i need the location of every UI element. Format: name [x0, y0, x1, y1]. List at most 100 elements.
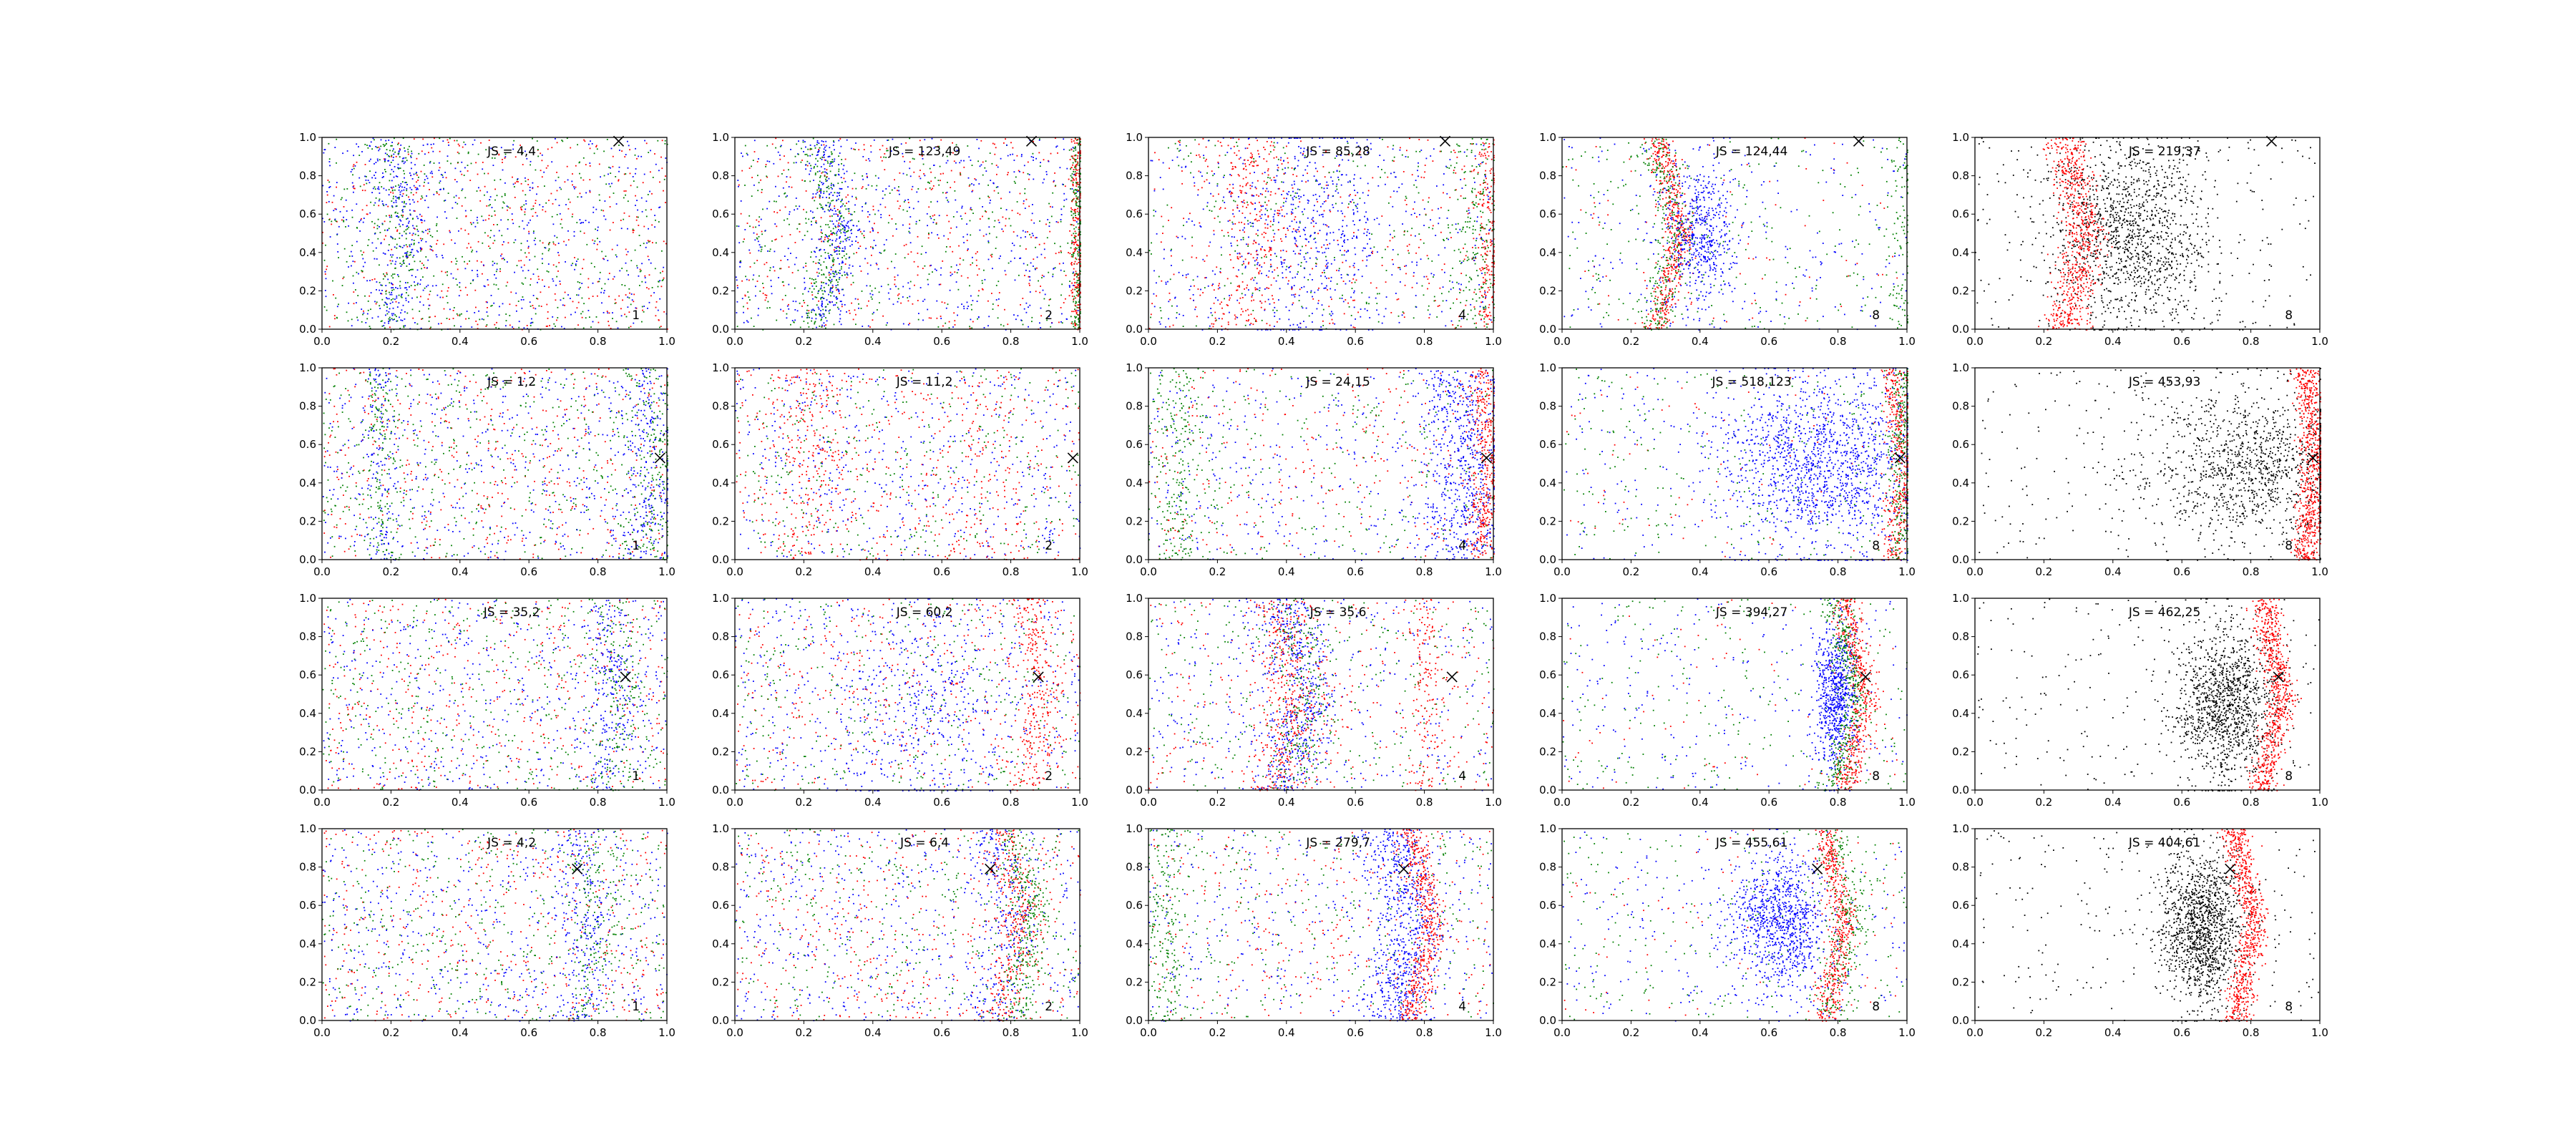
data-point-blue [521, 267, 522, 268]
data-point-blue [846, 311, 847, 313]
data-point-green [806, 212, 807, 213]
data-point-red [1292, 167, 1293, 169]
data-point-green [421, 195, 423, 197]
data-point-green [872, 298, 873, 300]
data-point-blue [399, 150, 401, 151]
data-point-blue [1333, 232, 1335, 233]
data-point-red [363, 252, 364, 253]
data-point-green [1076, 282, 1078, 283]
data-point-blue [552, 316, 553, 318]
data-point-blue [856, 236, 857, 238]
data-point-blue [388, 140, 389, 141]
data-point-blue [939, 284, 940, 286]
data-point-red [474, 290, 476, 291]
data-point-blue [1357, 142, 1358, 144]
data-point-green [494, 240, 495, 241]
data-point-green [412, 256, 414, 258]
data-point-red [542, 160, 543, 161]
data-point-blue [389, 217, 391, 218]
data-point-blue [920, 178, 922, 180]
data-point-blue [406, 300, 407, 301]
data-point-green [1077, 307, 1078, 308]
data-point-blue [838, 229, 839, 230]
data-point-blue [1052, 276, 1053, 278]
data-point-blue [980, 165, 981, 167]
data-point-red [542, 279, 543, 281]
data-point-red [1324, 176, 1326, 177]
data-point-green [1443, 240, 1445, 241]
data-point-green [580, 230, 581, 232]
data-point-red [807, 165, 809, 167]
data-point-green [454, 197, 455, 198]
data-point-red [1023, 172, 1024, 173]
data-point-green [519, 226, 520, 228]
data-point-red [598, 322, 600, 323]
data-point-blue [736, 279, 738, 281]
data-point-blue [810, 170, 811, 172]
data-point-green [822, 293, 824, 295]
data-point-red [824, 239, 826, 240]
data-point-green [398, 153, 399, 155]
data-point-green [1163, 226, 1164, 228]
data-point-green [399, 226, 401, 228]
data-point-blue [956, 281, 957, 283]
data-point-green [1179, 140, 1181, 142]
data-point-green [623, 198, 625, 199]
data-point-green [862, 233, 863, 235]
data-point-red [907, 253, 909, 255]
data-point-green [997, 281, 999, 282]
data-point-red [565, 181, 566, 182]
data-point-blue [816, 193, 817, 195]
data-point-green [1302, 214, 1304, 215]
data-point-blue [868, 158, 869, 160]
data-point-red [378, 147, 379, 148]
data-point-green [886, 324, 887, 326]
data-point-green [751, 195, 753, 197]
data-point-blue [973, 185, 975, 186]
data-point-red [1340, 197, 1342, 198]
data-point-green [1254, 265, 1256, 266]
data-point-blue [1475, 245, 1476, 246]
data-point-blue [839, 247, 840, 248]
data-point-green [369, 170, 371, 172]
data-point-blue [869, 214, 871, 215]
data-point-green [1470, 143, 1471, 145]
data-point-red [1000, 198, 1002, 200]
data-point-blue [778, 277, 779, 278]
data-point-green [572, 263, 573, 264]
data-point-green [1337, 283, 1338, 285]
data-point-blue [967, 234, 968, 235]
data-point-green [1188, 155, 1189, 157]
data-point-green [846, 253, 847, 255]
data-point-green [636, 265, 638, 267]
data-point-green [947, 303, 949, 305]
data-point-green [399, 238, 400, 239]
data-point-green [855, 188, 857, 190]
data-point-red [629, 293, 630, 294]
data-point-blue [839, 277, 840, 278]
data-point-blue [379, 189, 380, 190]
data-point-red [629, 215, 630, 217]
data-point-blue [346, 200, 347, 201]
data-point-red [622, 300, 623, 301]
data-point-red [551, 147, 552, 148]
data-point-green [1071, 254, 1073, 255]
data-point-blue [830, 288, 831, 290]
data-point-red [1397, 299, 1398, 301]
data-point-blue [847, 186, 849, 187]
data-point-green [391, 162, 392, 163]
data-point-green [377, 228, 379, 230]
data-point-blue [916, 221, 917, 223]
data-point-green [1257, 235, 1259, 236]
data-point-red [1331, 298, 1332, 300]
data-point-red [974, 178, 975, 180]
data-point-green [781, 173, 783, 175]
data-point-blue [555, 199, 557, 200]
data-point-blue [778, 152, 779, 153]
data-point-blue [477, 270, 478, 271]
data-point-red [1050, 153, 1052, 155]
data-point-red [459, 198, 460, 199]
data-point-green [394, 273, 396, 275]
data-point-green [557, 307, 559, 308]
data-point-blue [1400, 281, 1401, 283]
